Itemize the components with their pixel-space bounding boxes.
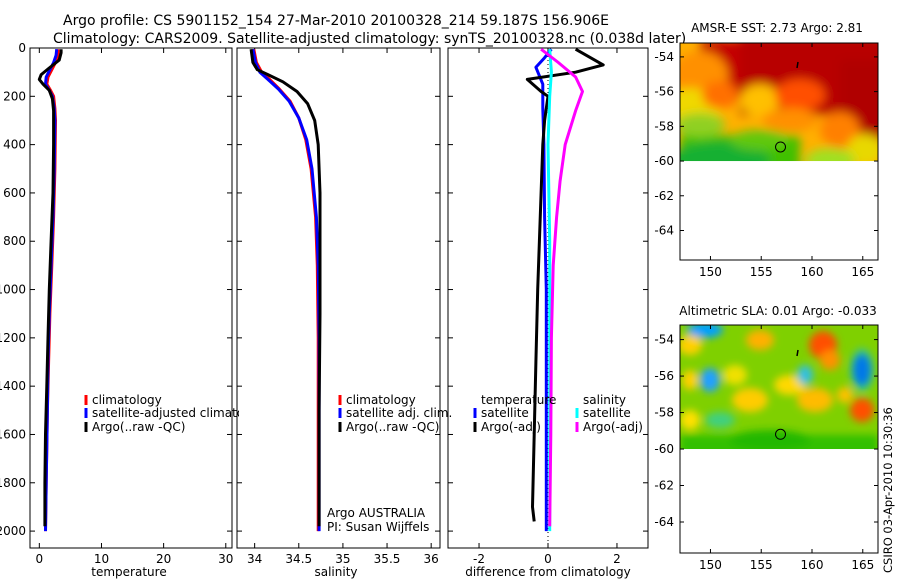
y-tick-label: 1800 [0,476,26,490]
x-tick-label: 165 [851,265,874,279]
sst-map-ticks: 150 155 160 165 -54 -56 -58 -60 -62 -64 [654,43,878,279]
y-tick-label: -54 [654,333,674,347]
salinity-axes [236,47,441,549]
x-tick-label: -2 [473,552,485,566]
series-line [252,48,320,532]
x-tick-label: 10 [94,552,109,566]
y-tick-label: -58 [654,406,674,420]
legend-label-argo: Argo(..raw -QC) [92,420,185,434]
y-tick-label: -60 [654,442,674,456]
x-tick-label: 155 [750,558,773,572]
x-tick-label: 34.5 [285,552,312,566]
y-tick-label: -56 [654,369,674,383]
y-tick-label: -56 [654,85,674,99]
no-data-area [680,449,878,553]
x-tick-label: 20 [156,552,171,566]
y-tick-label: 1400 [0,379,26,393]
argo-pi-label: PI: Susan Wijffels [327,520,429,534]
y-tick-label: -62 [654,479,674,493]
legend-title-salinity: salinity [583,393,626,407]
x-tick-label: 0 [36,552,44,566]
sst-profile-marker [775,141,787,153]
y-tick-label: -58 [654,119,674,133]
salinity-legend: climatology satellite adj. clim. Argo(..… [338,393,452,434]
sla-map-axes [679,324,879,554]
sla-profile-marker [775,428,787,440]
legend-label-temp-satellite: satellite [481,406,529,420]
series-line [249,48,322,527]
series-line [525,47,605,522]
x-tick-label: 160 [801,265,824,279]
y-tick-label: 400 [3,138,26,152]
legend-label-satellite: satellite-adjusted climatology [92,406,270,420]
x-tick-label: 165 [851,558,874,572]
y-tick-label: 1000 [0,283,26,297]
legend-label-sal-satellite: satellite [583,406,631,420]
x-tick-label: 35.5 [374,552,401,566]
header-line1: Argo profile: CS 5901152_154 27-Mar-2010… [63,13,609,29]
sla-field [680,325,878,460]
legend-label-sal-argo: Argo(-adj) [583,420,643,434]
x-tick-label: 35 [335,552,350,566]
y-tick-label: 800 [3,234,26,248]
y-tick-label: -62 [654,189,674,203]
temperature-axes [29,47,233,549]
csiro-timestamp: CSIRO 03-Apr-2010 10:30:36 [881,407,895,573]
x-tick-label: 155 [750,265,773,279]
x-tick-label: 150 [699,265,722,279]
legend-label-climatology: climatology [346,393,416,407]
difference-plot: -2 0 2 [448,47,648,566]
difference-legend: temperature salinity satellite Argo(-adj… [473,393,643,434]
temperature-xlabel: temperature [91,565,166,579]
temperature-plot: 0 10 20 30 0 200 400 600 800 1000 1200 1400 1600 1800… [0,41,233,566]
x-tick-label: 2 [613,552,621,566]
x-tick-label: 36 [424,552,439,566]
no-data-area [680,161,878,260]
salinity-plot: 34 34.5 35 35.5 36 [237,47,440,566]
salinity-xlabel: salinity [314,565,357,579]
y-tick-label: 0 [18,41,26,55]
y-tick-label: 2000 [0,524,26,538]
sst-track-mark [796,61,799,69]
y-tick-label: -54 [654,50,674,64]
y-tick-label: -64 [654,515,674,529]
x-tick-label: 34 [247,552,262,566]
x-tick-label: 0 [544,552,552,566]
sla-map-ticks: 150 155 160 165 -54 -56 -58 -60 -62 -64 [654,325,878,572]
x-tick-label: 160 [801,558,824,572]
sst-field [680,43,878,174]
y-tick-label: 200 [3,89,26,103]
difference-xlabel: difference from climatology [465,565,631,579]
argo-program-label: Argo AUSTRALIA [327,506,426,520]
y-tick-label: -64 [654,223,674,237]
sla-map-title: Altimetric SLA: 0.01 Argo: -0.033 [679,304,876,318]
series-line [251,48,321,532]
x-tick-label: 30 [218,552,233,566]
temperature-legend: climatology satellite-adjusted climatolo… [84,393,270,434]
y-tick-label: 1200 [0,331,26,345]
x-tick-label: 150 [699,558,722,572]
legend-label-satellite: satellite adj. clim. [346,406,452,420]
sst-map-title: AMSR-E SST: 2.73 Argo: 2.81 [691,21,863,35]
header-line2: Climatology: CARS2009. Satellite-adjuste… [53,31,686,47]
sst-map-axes [679,42,879,261]
series-line [540,48,584,527]
legend-label-temp-argo: Argo(-adj) [481,420,541,434]
series-line [37,49,63,527]
legend-title-temperature: temperature [481,393,556,407]
y-tick-label: 600 [3,186,26,200]
sla-track-mark [796,349,799,357]
legend-label-climatology: climatology [92,393,162,407]
legend-label-argo: Argo(..raw -QC) [346,420,439,434]
y-tick-label: -60 [654,154,674,168]
y-tick-label: 1600 [0,427,26,441]
